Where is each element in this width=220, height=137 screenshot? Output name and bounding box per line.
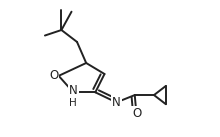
Text: O: O <box>132 107 141 120</box>
Text: O: O <box>49 69 58 82</box>
Text: N: N <box>69 84 78 97</box>
Text: N: N <box>112 96 121 109</box>
Text: H: H <box>69 98 77 108</box>
